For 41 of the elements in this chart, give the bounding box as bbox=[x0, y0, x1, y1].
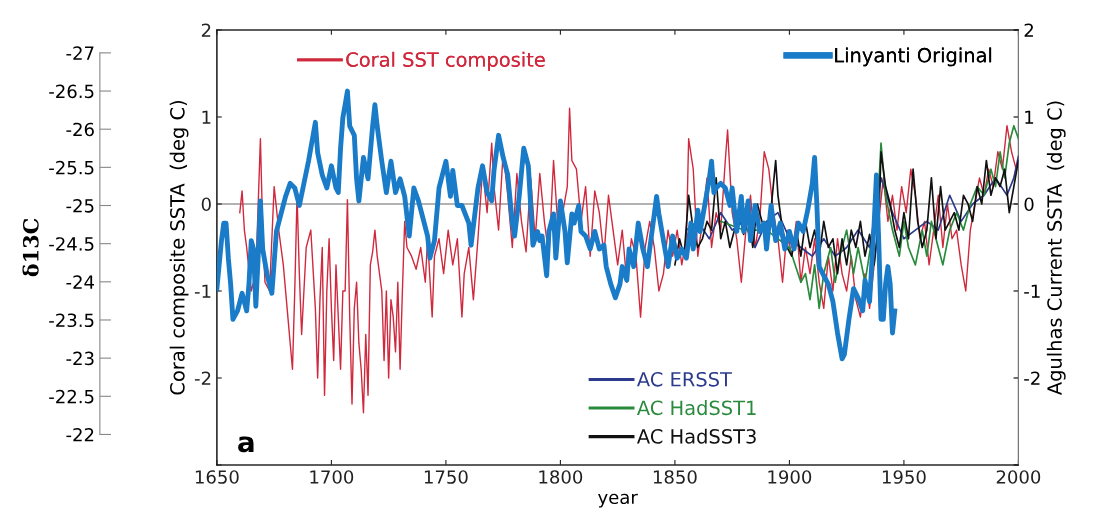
y3-tick-label: -26.5 bbox=[49, 84, 94, 99]
y2-tick-label: -1 bbox=[1024, 284, 1040, 298]
y2-axis-title: Agulhas Current SSTA (deg C) bbox=[1046, 101, 1066, 396]
y-tick-label: 1 bbox=[202, 110, 211, 124]
y2-tick-label: 0 bbox=[1024, 197, 1034, 212]
x-tick-label: 1950 bbox=[882, 470, 926, 484]
x-axis-title: year bbox=[598, 493, 638, 508]
y3-tick-label: -25 bbox=[66, 198, 94, 213]
y3-axis-title: δ13C bbox=[22, 218, 39, 277]
x-tick-label: 1650 bbox=[195, 470, 239, 484]
y3-tick-label: -23 bbox=[66, 351, 94, 366]
y2-tick-label: 2 bbox=[1024, 23, 1033, 37]
y-tick-label: -1 bbox=[194, 284, 211, 298]
y2-tick-label: -2 bbox=[1024, 371, 1040, 385]
y3-tick-label: -27 bbox=[66, 46, 94, 60]
legend-label: AC HadSST3 bbox=[636, 428, 756, 444]
y3-tick-label: -23.5 bbox=[49, 313, 94, 328]
y3-tick-label: -24.5 bbox=[49, 237, 94, 251]
line-series bbox=[216, 88, 898, 362]
x-tick-label: 1800 bbox=[539, 470, 583, 484]
y-axis-title: Coral composite SSTA (deg C) bbox=[169, 100, 189, 395]
legend-label: Coral SST composite bbox=[346, 51, 545, 71]
line-series bbox=[719, 124, 1019, 310]
y-tick-label: -2 bbox=[194, 371, 211, 385]
annotation: a bbox=[238, 436, 254, 453]
y2-tick-label: 1 bbox=[1025, 110, 1034, 124]
y3-tick-label: -22 bbox=[66, 427, 94, 442]
y-tick-label: 2 bbox=[201, 23, 211, 37]
x-tick-label: 1850 bbox=[653, 470, 697, 484]
legend-label: AC ERSST bbox=[636, 371, 732, 387]
y3-tick-label: -26 bbox=[66, 122, 94, 137]
x-tick-label: 1900 bbox=[768, 470, 812, 484]
x-tick-label: 2000 bbox=[996, 470, 1041, 484]
y3-tick-label: -24 bbox=[66, 275, 94, 289]
legend-label: AC HadSST1 bbox=[636, 400, 756, 416]
x-tick-label: 1750 bbox=[424, 470, 468, 484]
y-tick-label: 0 bbox=[201, 197, 211, 212]
x-tick-label: 1700 bbox=[310, 470, 354, 484]
y3-tick-label: -25.5 bbox=[49, 160, 94, 175]
legend-label: Linyanti Original bbox=[835, 47, 992, 67]
y3-tick-label: -22.5 bbox=[49, 389, 94, 404]
